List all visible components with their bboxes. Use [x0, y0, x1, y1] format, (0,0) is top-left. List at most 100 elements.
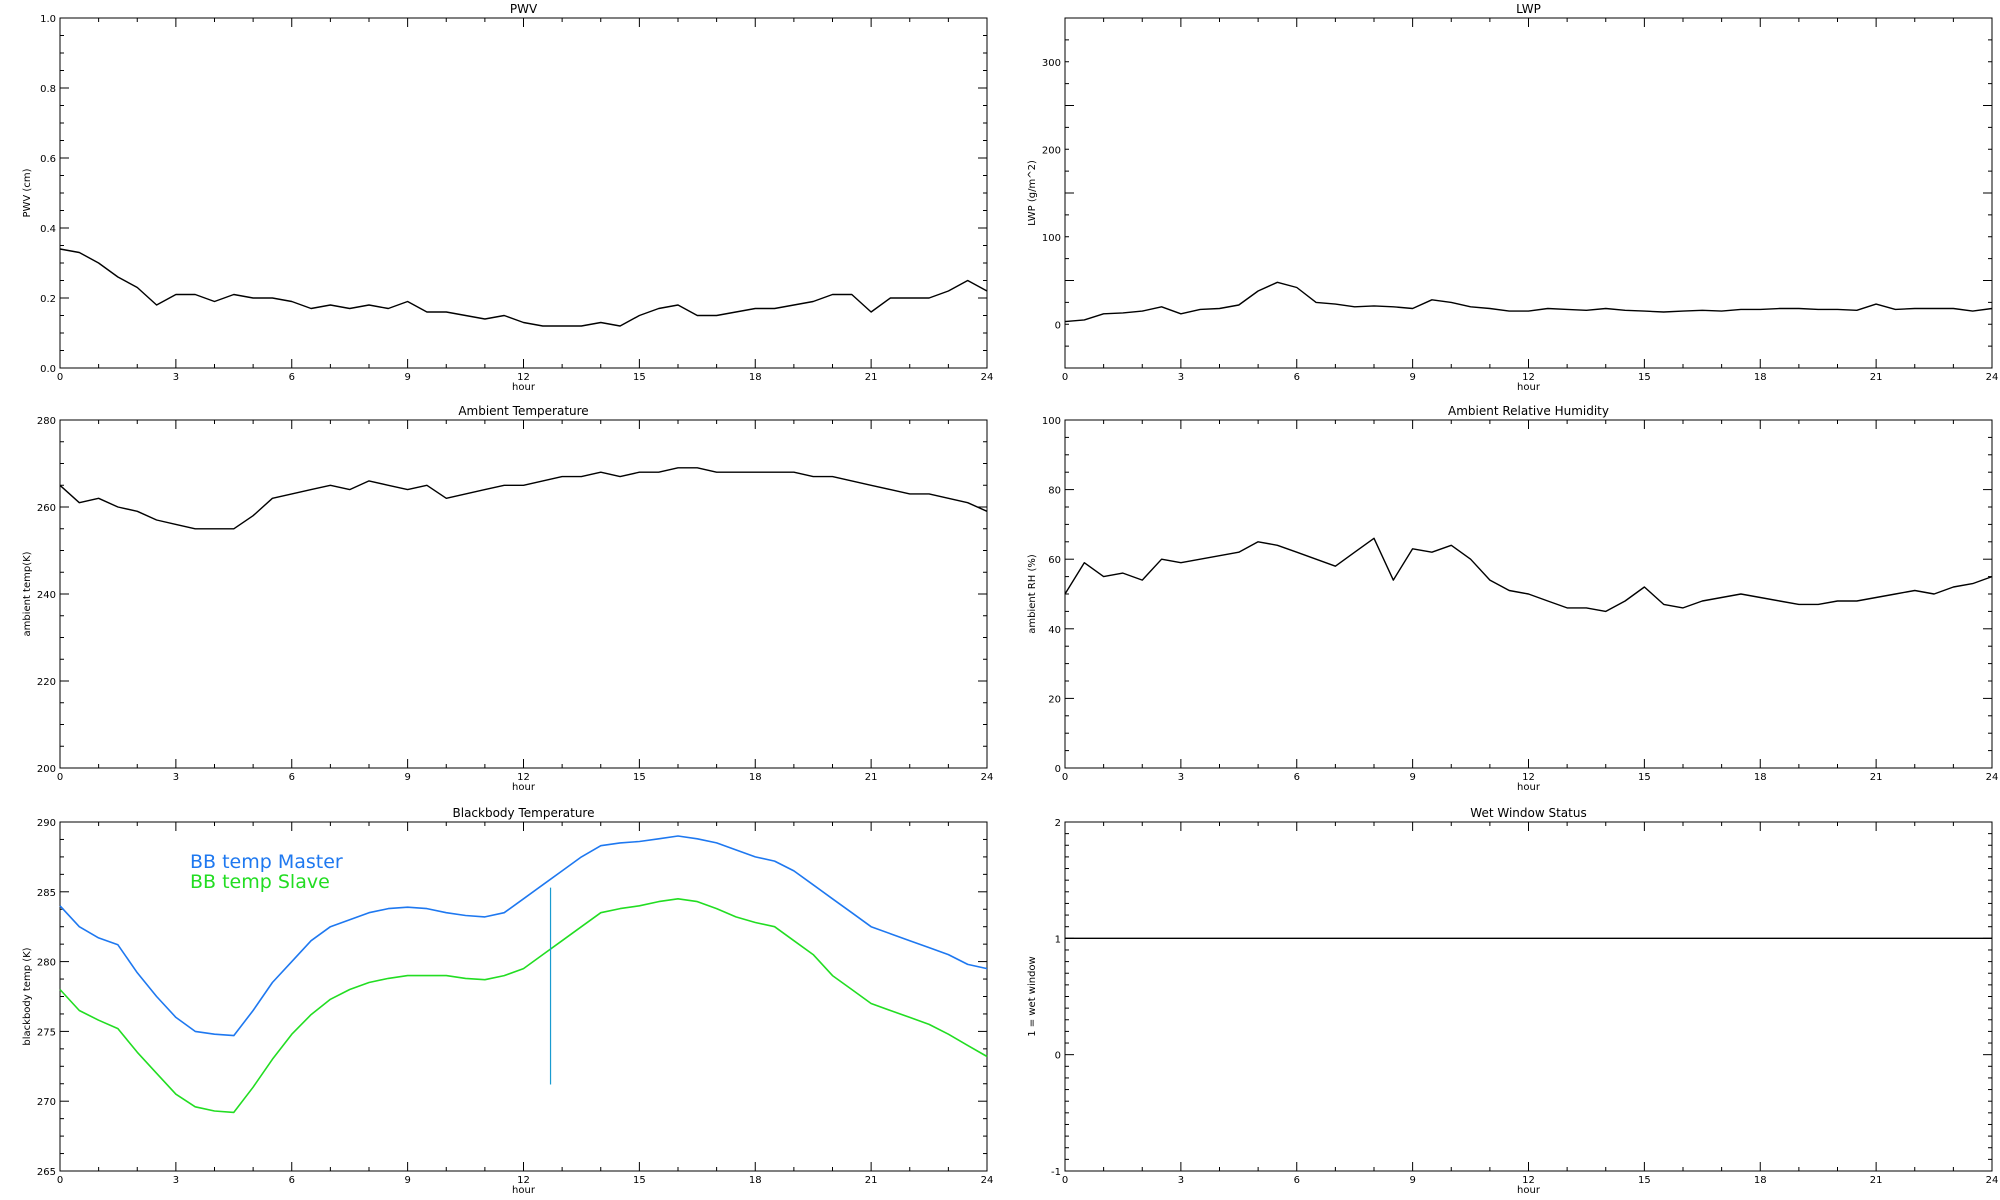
x-tick-label: 12: [1522, 772, 1535, 783]
y-tick-label: 0.2: [40, 294, 56, 305]
x-tick-label: 21: [1870, 372, 1883, 383]
x-tick-label: 24: [1986, 772, 1999, 783]
x-tick-label: 0: [57, 772, 63, 783]
y-tick-label: 0: [1055, 1051, 1061, 1062]
x-tick-label: 3: [1178, 772, 1184, 783]
x-axis-label: hour: [1517, 382, 1541, 393]
y-tick-label: 280: [37, 958, 56, 969]
x-tick-label: 3: [173, 772, 179, 783]
x-axis-label: hour: [512, 1185, 536, 1196]
chart-title: PWV: [510, 2, 538, 16]
x-tick-label: 9: [1409, 1175, 1415, 1186]
x-tick-label: 15: [633, 772, 646, 783]
chart-panel-4: Ambient Relative Humidity 0 3 6 9 12 15 18 21 24 h…: [1027, 404, 1998, 793]
x-tick-label: 18: [1754, 772, 1767, 783]
x-tick-label: 12: [1522, 1175, 1535, 1186]
x-tick-label: 15: [633, 1175, 646, 1186]
chart-panel-5: Blackbody Temperature 0 3 6 9 12 15 18 21 24 hour 2…: [22, 806, 993, 1196]
x-tick-label: 6: [289, 1175, 295, 1186]
x-tick-label: 3: [1178, 1175, 1184, 1186]
y-tick-label: 300: [1042, 58, 1061, 69]
x-tick-label: 21: [1870, 1175, 1883, 1186]
chart-title: Wet Window Status: [1470, 806, 1586, 820]
y-tick-label: 40: [1048, 625, 1061, 636]
x-tick-label: 9: [404, 772, 410, 783]
y-tick-label: 0.8: [40, 84, 56, 95]
plot-frame: [1064, 821, 1993, 1172]
x-tick-label: 18: [749, 1175, 762, 1186]
y-tick-label: 0: [1055, 764, 1061, 775]
x-tick-label: 24: [981, 372, 994, 383]
y-tick-label: 1.0: [40, 14, 56, 25]
x-tick-label: 9: [404, 372, 410, 383]
plot-frame: [1064, 17, 1993, 369]
chart-title: LWP: [1516, 2, 1541, 16]
series-line-1: [1064, 281, 1993, 323]
x-tick-label: 18: [1754, 1175, 1767, 1186]
series-line-bb-temp-slave: [59, 897, 988, 1114]
x-axis-label: hour: [512, 782, 536, 793]
y-axis-label: LWP (g/m^2): [1027, 160, 1038, 226]
y-tick-label: 80: [1048, 486, 1061, 497]
x-tick-label: 9: [1409, 372, 1415, 383]
y-axis-label: 1 = wet window: [1027, 956, 1038, 1036]
series-line-1: [1064, 537, 1993, 613]
y-tick-label: 200: [37, 764, 56, 775]
y-tick-label: 20: [1048, 694, 1061, 705]
series-line-1: [59, 467, 988, 530]
y-axis-label: PWV (cm): [22, 168, 33, 217]
x-tick-label: 15: [633, 372, 646, 383]
y-axis-label: blackbody temp (K): [22, 947, 33, 1045]
legend-entry: BB temp Master: [190, 851, 343, 873]
y-tick-label: 200: [1042, 145, 1061, 156]
series-line-bb-temp-master: [59, 835, 988, 1037]
x-tick-label: 0: [1062, 772, 1068, 783]
y-axis-label: ambient temp(K): [22, 551, 33, 636]
x-tick-label: 6: [289, 372, 295, 383]
plot-frame: [59, 419, 988, 769]
x-axis-label: hour: [512, 382, 536, 393]
y-tick-label: 1: [1055, 934, 1061, 945]
x-tick-label: 0: [57, 372, 63, 383]
y-tick-label: -1: [1051, 1167, 1061, 1178]
y-tick-label: 240: [37, 590, 56, 601]
x-tick-label: 9: [1409, 772, 1415, 783]
chart-panel-3: Ambient Temperature 0 3 6 9 12 15 18 21 24 hour 200…: [22, 404, 993, 793]
chart-panel-1: PWV 0 3 6 9 12 15 18 21 24 hour 0.0 0.2 0.4 0.6 0.8 1.0 P…: [22, 2, 993, 393]
chart-title: Ambient Relative Humidity: [1448, 404, 1609, 418]
y-tick-label: 290: [37, 818, 56, 829]
y-tick-label: 0.6: [40, 154, 56, 165]
x-tick-label: 3: [173, 372, 179, 383]
x-tick-label: 15: [1638, 772, 1651, 783]
y-tick-label: 100: [1042, 233, 1061, 244]
x-tick-label: 6: [1294, 772, 1300, 783]
x-tick-label: 12: [517, 372, 530, 383]
x-tick-label: 6: [1294, 372, 1300, 383]
x-tick-label: 24: [981, 772, 994, 783]
y-tick-label: 2: [1055, 818, 1061, 829]
y-tick-label: 0: [1055, 320, 1061, 331]
x-tick-label: 24: [1986, 1175, 1999, 1186]
x-tick-label: 18: [1754, 372, 1767, 383]
x-axis-label: hour: [1517, 1185, 1541, 1196]
y-tick-label: 260: [37, 503, 56, 514]
y-tick-label: 220: [37, 677, 56, 688]
y-tick-label: 0.4: [40, 224, 56, 235]
series-line-1: [59, 248, 988, 327]
x-tick-label: 0: [57, 1175, 63, 1186]
x-axis-label: hour: [1517, 782, 1541, 793]
y-tick-label: 270: [37, 1097, 56, 1108]
y-tick-label: 265: [37, 1167, 56, 1178]
x-tick-label: 3: [173, 1175, 179, 1186]
y-tick-label: 285: [37, 888, 56, 899]
x-tick-label: 12: [517, 1175, 530, 1186]
x-tick-label: 24: [981, 1175, 994, 1186]
legend-entry: BB temp Slave: [190, 871, 330, 893]
x-tick-label: 3: [1178, 372, 1184, 383]
y-tick-label: 280: [37, 416, 56, 427]
x-tick-label: 21: [1870, 772, 1883, 783]
y-tick-label: 100: [1042, 416, 1061, 427]
chart-panel-2: LWP 0 3 6 9 12 15 18 21 24 hour 0 100 200 300 LWP (g/m^…: [1027, 2, 1998, 393]
